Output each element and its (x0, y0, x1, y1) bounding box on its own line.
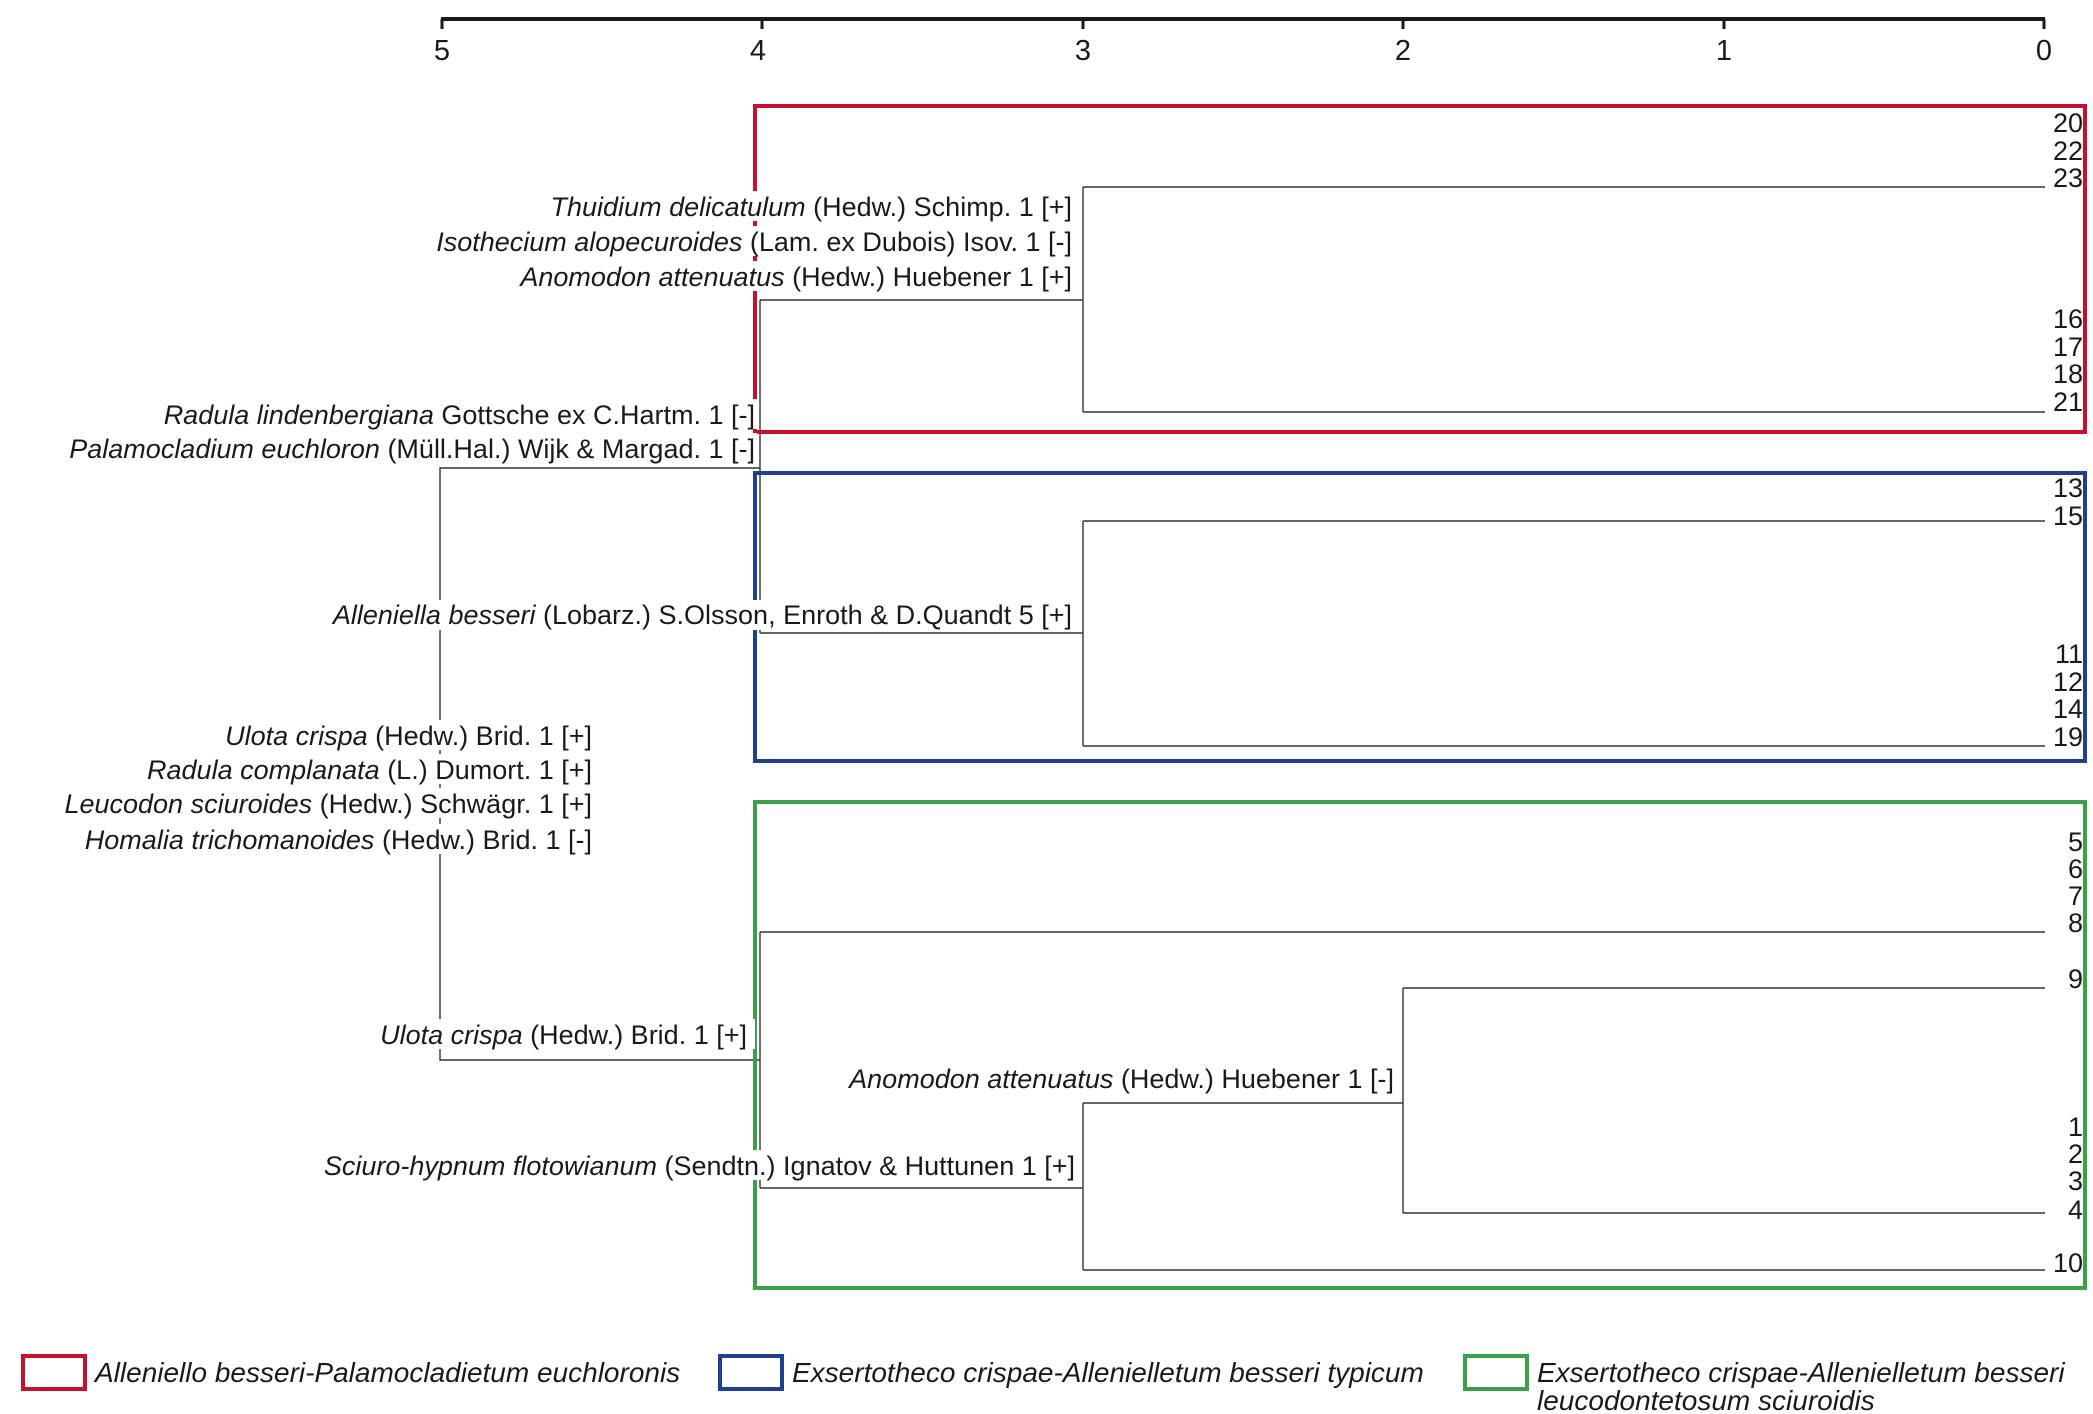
releve-number: 23 (2053, 163, 2083, 193)
releve-number: 6 (2068, 854, 2083, 884)
species-label: Palamocladium euchloron (Müll.Hal.) Wijk… (69, 434, 755, 464)
legend-swatch-green (1463, 1354, 1529, 1391)
species-label: Anomodon attenuatus (Hedw.) Huebener 1 [… (847, 1064, 1394, 1094)
species-label: Leucodon sciuroides (Hedw.) Schwägr. 1 [… (64, 789, 592, 819)
axis-tick-label: 2 (1395, 35, 1411, 67)
species-label: Homalia trichomanoides (Hedw.) Brid. 1 [… (85, 825, 592, 855)
releve-number: 18 (2053, 359, 2083, 389)
legend-label-green: Exsertotheco crispae-Allenielletum besse… (1537, 1357, 2065, 1388)
axis-tick-label: 0 (2036, 35, 2052, 67)
releve-number: 5 (2068, 827, 2083, 857)
releve-number: 20 (2053, 108, 2083, 138)
releve-number: 11 (2055, 639, 2083, 669)
releve-number: 13 (2053, 473, 2083, 503)
releve-number: 15 (2053, 501, 2083, 531)
legend-swatch-red (21, 1354, 87, 1391)
releve-number: 3 (2068, 1166, 2083, 1196)
species-label: Alleniella besseri (Lobarz.) S.Olsson, E… (331, 600, 1072, 630)
distance-axis (440, 17, 2046, 29)
species-label: Isothecium alopecuroides (Lam. ex Dubois… (436, 227, 1072, 257)
releve-number: 14 (2053, 694, 2083, 724)
species-label: Ulota crispa (Hedw.) Brid. 1 [+] (225, 721, 592, 751)
releve-number: 9 (2068, 964, 2083, 994)
releve-number: 7 (2068, 881, 2083, 911)
releve-number: 10 (2053, 1248, 2083, 1278)
legend-label-blue: Exsertotheco crispae-Allenielletum besse… (792, 1357, 1424, 1388)
axis-tick-label: 5 (434, 35, 450, 67)
species-label: Sciuro-hypnum flotowianum (Sendtn.) Igna… (324, 1151, 1075, 1181)
releve-number: 21 (2053, 387, 2083, 417)
axis-tick-label: 1 (1716, 35, 1732, 67)
releve-number: 8 (2068, 908, 2083, 938)
species-label: Thuidium delicatulum (Hedw.) Schimp. 1 [… (551, 192, 1072, 222)
releve-number: 19 (2053, 722, 2083, 752)
releve-numbers: 20 22 23 16 17 18 21 13 15 11 12 14 19 5… (2053, 108, 2083, 1278)
axis-tick-label: 4 (750, 35, 766, 67)
species-label: Anomodon attenuatus (Hedw.) Huebener 1 [… (518, 262, 1072, 292)
diagnostic-species-labels: Thuidium delicatulum (Hedw.) Schimp. 1 [… (64, 192, 1394, 1181)
legend: Alleniello besseri-Palamocladietum euchl… (21, 1354, 2065, 1414)
releve-number: 16 (2053, 304, 2083, 334)
legend-swatch-blue (718, 1354, 784, 1391)
legend-label-red: Alleniello besseri-Palamocladietum euchl… (93, 1357, 680, 1388)
axis-tick-labels: 5 4 3 2 1 0 (434, 35, 2052, 67)
releve-number: 12 (2053, 667, 2083, 697)
species-label: Radula complanata (L.) Dumort. 1 [+] (147, 755, 592, 785)
releve-number: 22 (2053, 136, 2083, 166)
releve-number: 1 (2068, 1112, 2083, 1142)
legend-label-green-line2: leucodontetosum sciuroidis (1537, 1385, 1875, 1414)
axis-tick-label: 3 (1075, 35, 1091, 67)
releve-number: 4 (2068, 1195, 2083, 1225)
dendrogram-branches (439, 186, 2045, 1271)
species-label: Radula lindenbergiana Gottsche ex C.Hart… (164, 400, 755, 430)
releve-number: 2 (2068, 1139, 2083, 1169)
cluster-box-green (753, 800, 2087, 1290)
releve-number: 17 (2053, 332, 2083, 362)
label-masks (15, 191, 1397, 1180)
species-label: Ulota crispa (Hedw.) Brid. 1 [+] (380, 1020, 747, 1050)
